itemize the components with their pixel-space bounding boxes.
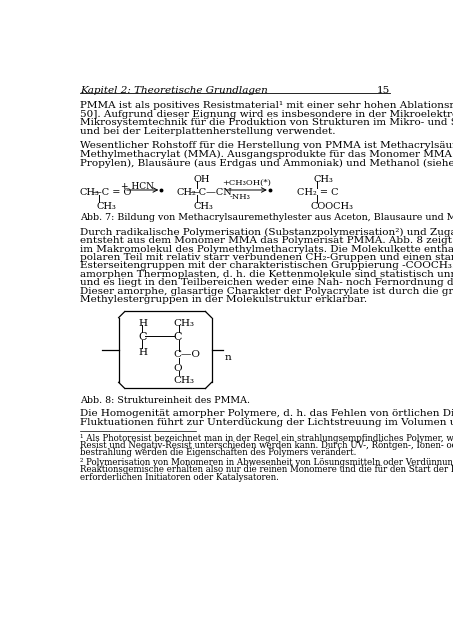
Text: Propylen), Blausäure (aus Erdgas und Ammoniak) und Methanol (siehe Abb. 7).: Propylen), Blausäure (aus Erdgas und Amm… <box>80 159 453 168</box>
Text: Abb. 8: Struktureinheit des PMMA.: Abb. 8: Struktureinheit des PMMA. <box>80 396 250 405</box>
Text: CH₃: CH₃ <box>96 202 116 211</box>
Text: CH₃: CH₃ <box>173 376 194 385</box>
Text: CH₃: CH₃ <box>194 202 214 211</box>
Text: polaren Teil mit relativ starr verbundenen CH₂-Gruppen und einen stark polaren T: polaren Teil mit relativ starr verbunden… <box>80 253 453 262</box>
Text: CH₃: CH₃ <box>79 188 99 196</box>
Text: Wesentlicher Rohstoff für die Herstellung von PMMA ist Methacrylsäuremethylester: Wesentlicher Rohstoff für die Herstellun… <box>80 141 453 150</box>
Text: —C = O: —C = O <box>92 188 132 196</box>
Text: CH₃: CH₃ <box>173 319 194 328</box>
Text: CH₂: CH₂ <box>177 188 197 196</box>
Text: Abb. 7: Bildung von Methacrylsauremethylester aus Aceton, Blausaure und Methanol: Abb. 7: Bildung von Methacrylsauremethyl… <box>80 213 453 222</box>
Text: bestrahlung werden die Eigenschaften des Polymers verändert.: bestrahlung werden die Eigenschaften des… <box>80 449 356 458</box>
Text: und bei der Leiterplattenherstellung verwendet.: und bei der Leiterplattenherstellung ver… <box>80 127 335 136</box>
Text: —C—CN: —C—CN <box>189 188 232 196</box>
Text: C: C <box>139 332 147 342</box>
Text: amorphen Thermoplasten, d. h. die Kettenmolekule sind statistisch unregelmaßig a: amorphen Thermoplasten, d. h. die Ketten… <box>80 270 453 279</box>
Text: Methylestergruppen in der Molekulstruktur erklarbar.: Methylestergruppen in der Molekulstruktu… <box>80 295 367 305</box>
Text: COOCH₃: COOCH₃ <box>311 202 354 211</box>
Text: Kapitel 2: Theoretische Grundlagen: Kapitel 2: Theoretische Grundlagen <box>80 86 268 95</box>
Text: Durch radikalische Polymerisation (Substanzpolymerisation²) und Zugabe von Initi: Durch radikalische Polymerisation (Subst… <box>80 228 453 237</box>
Text: Die Homogenität amorpher Polymere, d. h. das Fehlen von örtlichen Dichte-(Brechz: Die Homogenität amorpher Polymere, d. h.… <box>80 409 453 419</box>
Text: H: H <box>138 319 147 328</box>
Text: O: O <box>173 364 182 373</box>
Text: H: H <box>139 348 148 356</box>
Text: Dieser amorphe, glasartige Charakter der Polyacrylate ist durch die große Anzahl: Dieser amorphe, glasartige Charakter der… <box>80 287 453 296</box>
Text: Methylmethacrylat (MMA). Ausgangsprodukte für das Monomer MMA sind Aceton (aus: Methylmethacrylat (MMA). Ausgangsprodukt… <box>80 150 453 159</box>
Text: erforderlichen Initiatoren oder Katalysatoren.: erforderlichen Initiatoren oder Katalysa… <box>80 473 279 482</box>
Text: -NH₃: -NH₃ <box>230 193 251 201</box>
Text: CH₂ = C: CH₂ = C <box>297 188 338 196</box>
Text: Fluktuationen führt zur Unterdückung der Lichtstreuung im Volumen und damit i. a: Fluktuationen führt zur Unterdückung der… <box>80 418 453 427</box>
Text: OH: OH <box>194 175 210 184</box>
Text: 15: 15 <box>376 86 390 95</box>
Text: Resist und Negativ-Resist unterschieden werden kann. Durch UV-, Röntgen-, Ionen-: Resist und Negativ-Resist unterschieden … <box>80 441 453 450</box>
Text: + HCN: + HCN <box>121 182 154 191</box>
Text: ² Polymerisation von Monomeren in Abwesenheit von Lösungsmitteln oder Verdünnung: ² Polymerisation von Monomeren in Abwese… <box>80 458 453 467</box>
Text: und es liegt in den Teilbereichen weder eine Nah- noch Fernordnung der Molekule : und es liegt in den Teilbereichen weder … <box>80 278 453 287</box>
Text: +CH₃OH(*): +CH₃OH(*) <box>222 179 270 188</box>
Text: Mikrosystemtechnik für die Produktion von Strukturen im Mikro- und Submikrometer: Mikrosystemtechnik für die Produktion vo… <box>80 118 453 127</box>
Text: PMMA ist als positives Resistmaterial¹ mit einer sehr hohen Ablationsrate gebräu: PMMA ist als positives Resistmaterial¹ m… <box>80 101 453 111</box>
Text: Reaktionsgemische erhalten also nur die reinen Monomere und die für den Start de: Reaktionsgemische erhalten also nur die … <box>80 465 453 474</box>
Text: C—O: C—O <box>173 350 200 359</box>
Text: entsteht aus dem Monomer MMA das Polymerisat PMMA. Abb. 8 zeigt eine Strukturein: entsteht aus dem Monomer MMA das Polymer… <box>80 236 453 245</box>
Text: CH₃: CH₃ <box>314 175 334 184</box>
Text: C: C <box>173 332 181 342</box>
Text: ¹ Als Photoresist bezeichnet man in der Regel ein strahlungsempfindliches Polyme: ¹ Als Photoresist bezeichnet man in der … <box>80 434 453 443</box>
Text: n: n <box>225 353 231 362</box>
Text: 50]. Aufgrund dieser Eignung wird es insbesondere in der Mikroelektronik und der: 50]. Aufgrund dieser Eignung wird es ins… <box>80 110 453 119</box>
Text: Esterseitengruppen mit der charakteristischen Gruppierung -COOCH₃. PMMA zahlt zu: Esterseitengruppen mit der charakteristi… <box>80 262 453 271</box>
Text: im Makromolekul des Polymethylmethacrylats. Die Molekulkette enthalt einen schwa: im Makromolekul des Polymethylmethacryla… <box>80 244 453 253</box>
